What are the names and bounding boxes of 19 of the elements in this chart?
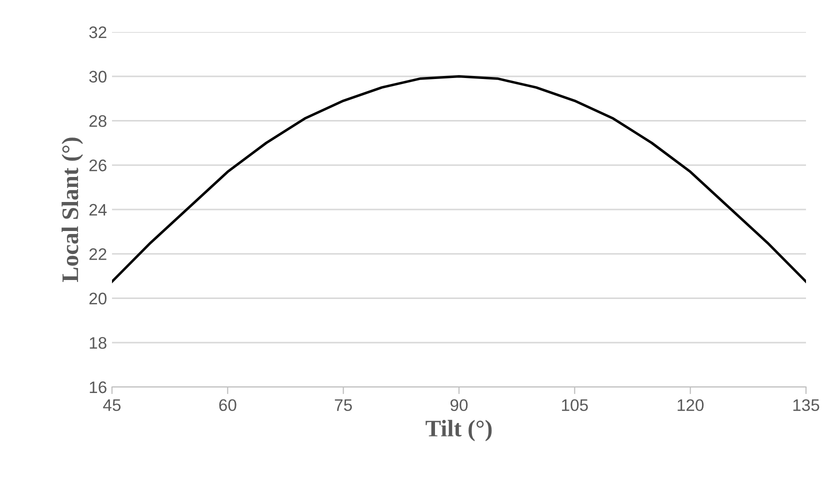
x-axis-title: Tilt (°): [426, 420, 492, 442]
y-tick-label: 30: [89, 70, 106, 83]
y-tick-label: 26: [89, 160, 106, 172]
x-tick-label: 60: [219, 399, 236, 412]
y-tick-label: 22: [89, 248, 106, 260]
x-tick-label: 135: [793, 399, 820, 412]
y-tick-label: 20: [89, 292, 106, 304]
line-series: [112, 75, 806, 283]
x-tick-label: 120: [678, 399, 704, 412]
y-tick-label: 32: [89, 26, 106, 38]
y-axis-title: Local Slant (°): [62, 138, 84, 282]
x-tick-label: 90: [450, 399, 468, 412]
y-tick-label: 24: [89, 204, 107, 216]
x-tick-label: 105: [562, 399, 588, 412]
y-tick-label: 18: [90, 337, 106, 349]
y-tick-label: 16: [90, 381, 106, 394]
y-tick-label: 28: [89, 115, 106, 127]
x-tick-label: 45: [103, 399, 121, 412]
x-tick-label: 75: [334, 399, 352, 412]
